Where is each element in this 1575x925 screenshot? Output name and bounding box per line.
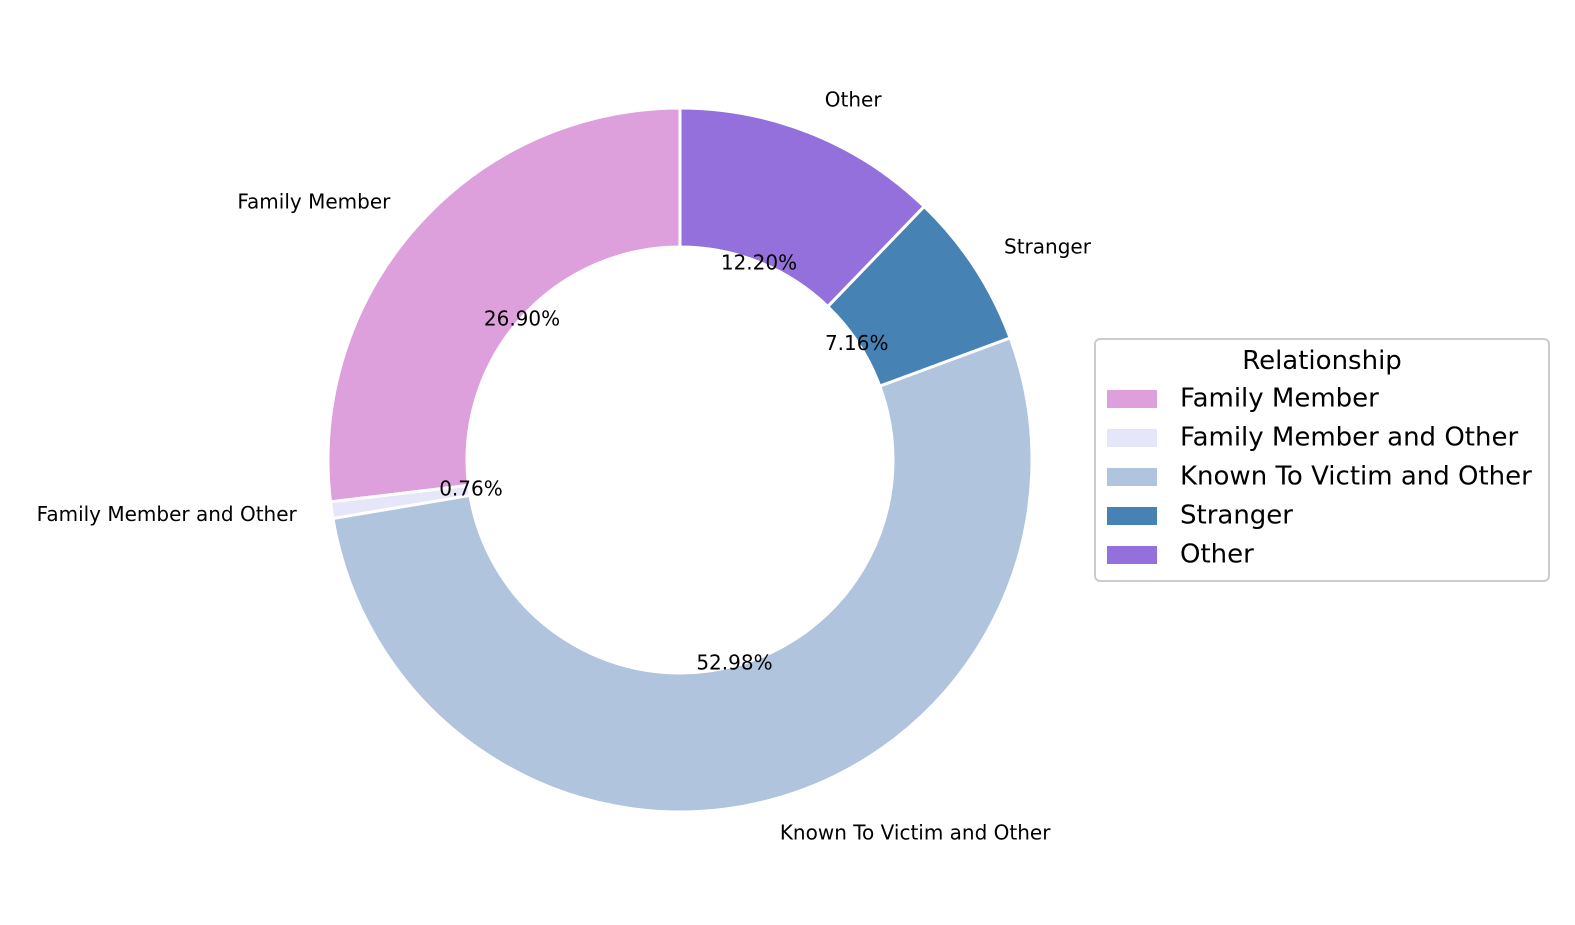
donut-slices: [326, 106, 1034, 814]
legend-swatch-other: [1107, 546, 1157, 564]
legend-swatch-known-to-victim-and-other: [1107, 468, 1157, 486]
slice-label-other: Other: [825, 87, 883, 111]
legend-label-other: Other: [1180, 540, 1254, 570]
percent-labels: 26.90% 0.76% 52.98% 7.16% 12.20%: [439, 251, 888, 675]
slice-known-to-victim-and-other: [331, 336, 1034, 814]
percent-label-stranger: 7.16%: [825, 331, 889, 355]
percent-label-known-to-victim-and-other: 52.98%: [696, 651, 772, 675]
percent-label-family-member-and-other: 0.76%: [439, 477, 503, 501]
slice-label-family-member-and-other: Family Member and Other: [37, 502, 298, 526]
legend-label-known-to-victim-and-other: Known To Victim and Other: [1180, 462, 1532, 492]
legend-swatch-family-member-and-other: [1107, 429, 1157, 447]
legend-title: Relationship: [1242, 346, 1402, 376]
slice-other: [678, 106, 926, 309]
percent-label-family-member: 26.90%: [484, 306, 560, 330]
legend-label-family-member-and-other: Family Member and Other: [1180, 423, 1518, 453]
slice-label-known-to-victim-and-other: Known To Victim and Other: [780, 821, 1051, 845]
legend-entries: Family Member Family Member and Other Know…: [1107, 384, 1532, 570]
legend-swatch-stranger: [1107, 507, 1157, 525]
legend: Relationship Family Member Family Member …: [1094, 338, 1550, 582]
legend-label-family-member: Family Member: [1180, 384, 1379, 414]
legend-label-stranger: Stranger: [1180, 501, 1293, 531]
slice-label-stranger: Stranger: [1004, 235, 1092, 259]
slice-family-member: [326, 106, 682, 504]
legend-frame: [1094, 338, 1550, 582]
slice-labels: Family Member Family Member and Other Know…: [37, 87, 1092, 844]
slice-label-family-member: Family Member: [237, 190, 391, 214]
legend-swatch-family-member: [1107, 390, 1157, 408]
percent-label-other: 12.20%: [721, 251, 797, 275]
